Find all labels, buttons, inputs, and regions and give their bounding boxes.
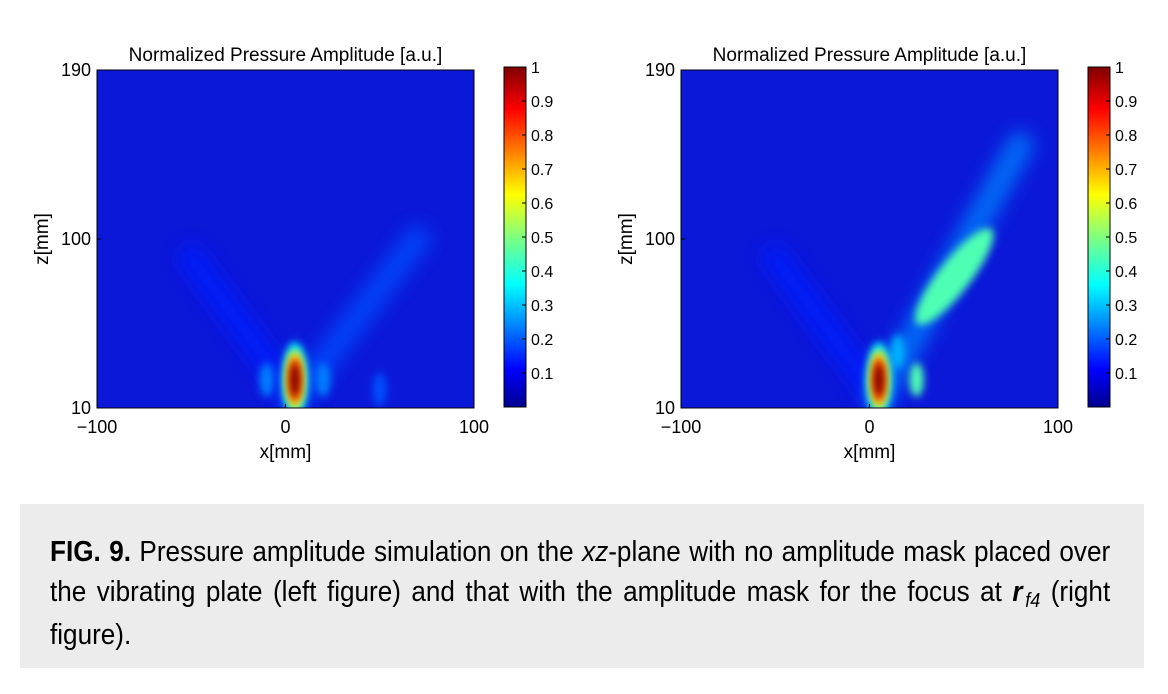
heatmap-focus-peak <box>873 362 884 397</box>
caption-text-part-2: -plane with no amplitude mask placed ove… <box>50 536 1111 608</box>
colorbar-tick-label: 0.8 <box>531 128 553 145</box>
colorbar-tick-label: 0.7 <box>1115 162 1137 179</box>
x-tick-label: 0 <box>280 417 290 437</box>
caption-text-part-3: (right figure). <box>50 576 1111 651</box>
caption-fig-label: FIG. 9. <box>50 536 131 568</box>
y-tick-label: 100 <box>645 229 675 249</box>
heatmap-beam <box>281 226 431 408</box>
heatmap-elongated-lobe <box>915 228 994 325</box>
x-tick-label: 0 <box>864 417 874 437</box>
heatmap-side-lobe <box>316 362 331 397</box>
y-tick-label: 190 <box>61 60 91 80</box>
heatmap-side-lobe <box>909 362 924 397</box>
chart-title: Normalized Pressure Amplitude [a.u.] <box>129 45 443 66</box>
x-tick-label: −100 <box>661 417 702 437</box>
heatmap-focus-peak <box>289 362 300 397</box>
caption-italic-term: xz <box>582 536 609 568</box>
colorbar-tick-label: 0.3 <box>1115 298 1137 315</box>
colorbar-tick-label: 0.1 <box>531 366 553 383</box>
colorbar-tick-label: 0.6 <box>531 196 553 213</box>
y-tick-label: 100 <box>61 229 91 249</box>
caption-text-part-1: Pressure amplitude simulation on the <box>130 536 583 568</box>
chart-title: Normalized Pressure Amplitude [a.u.] <box>713 45 1027 66</box>
colorbar-tick-label: 0.2 <box>531 332 553 349</box>
heatmap-background <box>681 70 1058 408</box>
y-axis-label: z[mm] <box>616 213 637 265</box>
colorbar-tick-label: 1 <box>1115 60 1124 77</box>
colorbar-tick-label: 0.6 <box>1115 196 1137 213</box>
right-heatmap-chart: Normalized Pressure Amplitude [a.u.] −100… <box>616 45 1137 463</box>
colorbar-tick-label: 0.9 <box>1115 94 1137 111</box>
right-chart-panel: Normalized Pressure Amplitude [a.u.] −100… <box>584 0 1168 480</box>
x-axis-label: x[mm] <box>844 442 896 463</box>
figure-caption: FIG. 9. Pressure amplitude simulation on… <box>50 532 1110 655</box>
caption-subscript: f4 <box>1025 590 1041 612</box>
heatmap-side-lobe <box>259 362 274 397</box>
colorbar-tick-label: 0.5 <box>531 230 553 247</box>
x-tick-label: 100 <box>459 417 489 437</box>
x-tick-label: 100 <box>1043 417 1073 437</box>
colorbar-tick-label: 0.9 <box>531 94 553 111</box>
colorbar-tick-label: 0.4 <box>531 264 553 281</box>
caption-symbol: r <box>1012 576 1023 608</box>
heatmap-beam <box>762 244 892 408</box>
heatmap-side-lobe <box>890 334 905 369</box>
left-chart-panel: Normalized Pressure Amplitude [a.u.] −100… <box>0 0 584 480</box>
colorbar-tick-label: 0.1 <box>1115 366 1137 383</box>
x-tick-label: −100 <box>77 417 118 437</box>
colorbar-tick-label: 0.3 <box>531 298 553 315</box>
colorbar-tick-label: 1 <box>531 60 540 77</box>
colorbar-tick-label: 0.4 <box>1115 264 1137 281</box>
left-heatmap-chart: Normalized Pressure Amplitude [a.u.] −100… <box>32 45 553 463</box>
heatmap-beam <box>178 244 308 408</box>
colorbar-tick-label: 0.8 <box>1115 128 1137 145</box>
x-axis-label: x[mm] <box>260 442 312 463</box>
y-tick-label: 10 <box>655 398 675 418</box>
figure-caption-box: FIG. 9. Pressure amplitude simulation on… <box>20 504 1144 668</box>
colorbar-tick-label: 0.5 <box>1115 230 1137 247</box>
colorbar-tick-label: 0.2 <box>1115 332 1137 349</box>
y-axis-label: z[mm] <box>32 213 53 265</box>
colorbar-tick-label: 0.7 <box>531 162 553 179</box>
y-tick-label: 190 <box>645 60 675 80</box>
y-tick-label: 10 <box>71 398 91 418</box>
heatmap-side-lobe <box>372 372 387 407</box>
